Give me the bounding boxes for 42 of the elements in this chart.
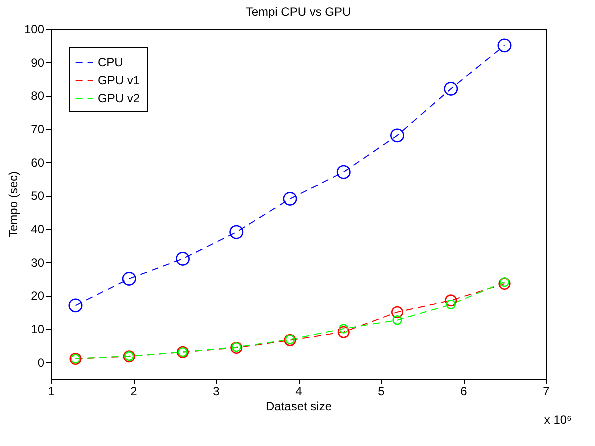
y-tick-label: 90 bbox=[31, 56, 45, 70]
y-tick-label: 0 bbox=[38, 356, 45, 370]
point bbox=[500, 278, 510, 288]
x-tick-label: 4 bbox=[296, 384, 303, 398]
y-tick-label: 70 bbox=[31, 122, 45, 136]
point bbox=[390, 128, 404, 143]
x-tick-label: 7 bbox=[543, 384, 550, 398]
x-tick-label: 3 bbox=[213, 384, 220, 398]
y-tick-label: 60 bbox=[31, 156, 45, 170]
legend-label: CPU bbox=[98, 56, 124, 70]
point bbox=[392, 316, 402, 326]
point bbox=[68, 298, 83, 313]
point bbox=[338, 326, 350, 338]
point bbox=[230, 225, 244, 240]
point bbox=[122, 272, 136, 286]
x-tick-label: 2 bbox=[130, 384, 138, 398]
y-tick-label: 40 bbox=[31, 222, 45, 236]
legend-label: GPU v1 bbox=[98, 74, 140, 88]
point bbox=[498, 38, 512, 53]
chart-title: Tempi CPU vs GPU bbox=[246, 5, 352, 19]
point bbox=[446, 300, 456, 310]
point bbox=[498, 278, 511, 290]
point bbox=[391, 306, 404, 318]
y-tick-label: 50 bbox=[31, 189, 45, 204]
text: x 10⁶ bbox=[544, 413, 572, 427]
point bbox=[444, 82, 458, 96]
x-tick-label: 6 bbox=[460, 384, 468, 398]
point bbox=[283, 192, 298, 206]
x-tick-label: 1 bbox=[48, 384, 56, 398]
y-tick-label: 20 bbox=[31, 289, 45, 304]
point bbox=[445, 294, 458, 307]
x-axis-title: Dataset size bbox=[266, 400, 332, 414]
y-tick-label: 10 bbox=[31, 322, 45, 336]
y-tick-label: 80 bbox=[31, 89, 45, 104]
y-tick-label: 30 bbox=[31, 256, 45, 270]
legend-label: GPU v2 bbox=[98, 92, 140, 106]
y-axis-title: Tempo (sec) bbox=[6, 171, 20, 238]
point bbox=[176, 252, 190, 266]
x-tick-label: 5 bbox=[378, 384, 386, 398]
point bbox=[336, 165, 351, 180]
point bbox=[339, 324, 349, 334]
y-tick-label: 100 bbox=[24, 22, 45, 36]
